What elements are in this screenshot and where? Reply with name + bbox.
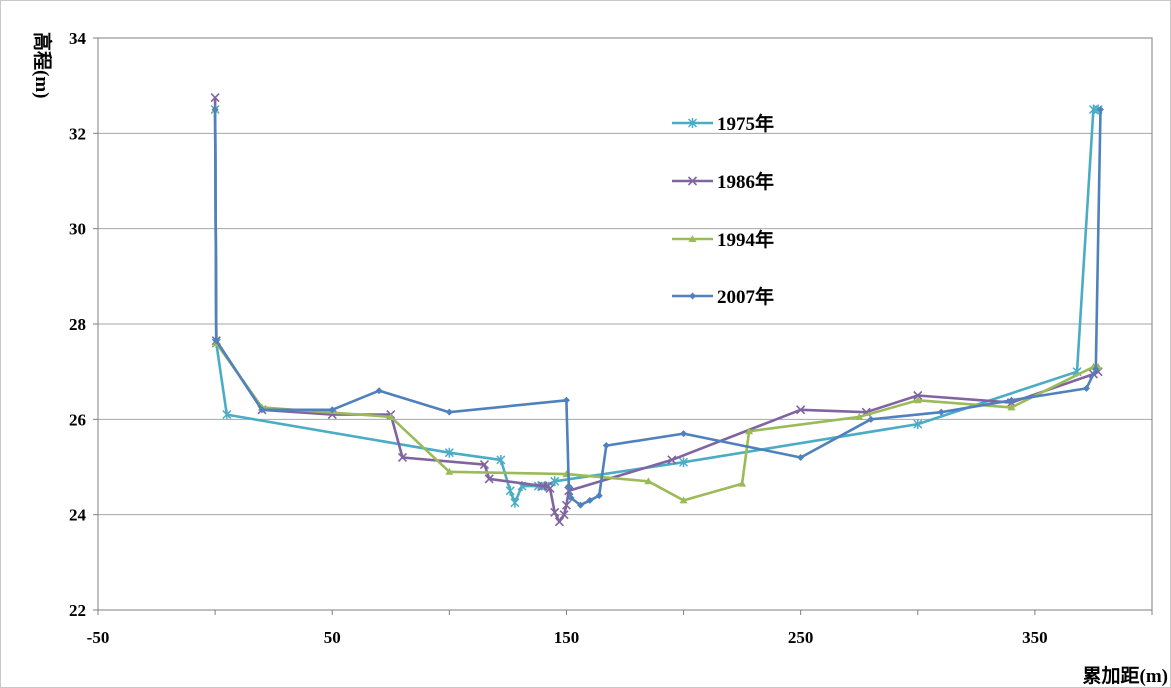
x-tick-label: 250 [788, 628, 814, 647]
data-point [212, 337, 220, 345]
data-point [565, 482, 573, 490]
data-point [680, 430, 688, 438]
data-point [562, 396, 570, 404]
data-point [545, 483, 555, 494]
y-axis-ticks: 22 24 26 28 30 32 34 [69, 29, 98, 620]
data-point [496, 454, 506, 465]
data-point [375, 387, 383, 395]
series-1994年 [211, 105, 1103, 504]
data-point [867, 415, 875, 423]
data-point [479, 460, 490, 470]
legend-item: 1994年 [672, 228, 774, 251]
x-tick-label: -50 [87, 628, 110, 647]
legend-label: 1994年 [717, 228, 774, 251]
data-point [445, 467, 454, 475]
data-point [679, 496, 688, 504]
data-point [510, 497, 520, 508]
legend: 1975年 1986年 1994年 2007年 [672, 112, 774, 308]
data-point [444, 447, 454, 458]
data-point [738, 479, 747, 487]
y-tick-label: 22 [69, 601, 86, 620]
x-tick-label: 350 [1022, 628, 1048, 647]
data-point [796, 405, 806, 415]
legend-marker [687, 118, 698, 128]
data-point [397, 452, 408, 463]
data-point [561, 500, 572, 510]
data-point [644, 477, 653, 485]
data-point [554, 517, 564, 527]
data-point [567, 494, 575, 502]
data-point [602, 442, 610, 450]
legend-item: 2007年 [672, 285, 774, 308]
y-tick-label: 32 [69, 124, 86, 143]
x-tick-label: 50 [324, 628, 341, 647]
data-point [445, 408, 453, 416]
data-point [855, 412, 864, 420]
grid-lines [98, 37, 1152, 611]
y-tick-label: 28 [69, 315, 86, 334]
x-axis-ticks: -50 50 150 250 350 [87, 610, 1153, 647]
data-point [937, 408, 945, 416]
series-line [213, 97, 1099, 524]
y-tick-label: 24 [69, 506, 87, 525]
legend-label: 1986年 [717, 170, 774, 193]
x-tick-label: 150 [554, 628, 580, 647]
legend-marker [688, 235, 697, 242]
data-point [1096, 106, 1104, 113]
series-2007年 [211, 106, 1104, 509]
data-point [328, 406, 336, 414]
data-point [913, 419, 923, 430]
data-point [797, 453, 805, 461]
data-point [211, 106, 219, 113]
data-point [1082, 384, 1090, 392]
legend-marker [687, 176, 698, 186]
data-point [667, 455, 677, 465]
series-1975年 [210, 104, 1103, 508]
legend-label: 2007年 [717, 285, 774, 308]
y-tick-label: 34 [69, 29, 87, 48]
data-point [1007, 396, 1015, 404]
legend-item: 1986年 [672, 170, 774, 193]
series-line [213, 109, 1099, 502]
data-point [505, 485, 515, 496]
series-line [213, 109, 1102, 507]
data-point [586, 496, 594, 504]
data-point [1007, 403, 1016, 411]
x-axis-title: 累加距(m) [1083, 665, 1168, 687]
data-point [913, 396, 922, 404]
y-tick-label: 26 [69, 410, 86, 429]
data-point [550, 507, 560, 517]
y-axis-label: 高程(m) [31, 32, 54, 98]
data-point [1092, 365, 1100, 373]
data-point [559, 510, 569, 520]
data-point [595, 492, 603, 500]
data-point [386, 412, 395, 420]
data-point [745, 427, 754, 435]
data-point [550, 476, 560, 487]
series-line [213, 108, 1099, 505]
data-point [258, 406, 266, 414]
legend-label: 1975年 [717, 112, 774, 135]
data-point [210, 93, 220, 103]
data-point [576, 501, 584, 509]
y-tick-label: 30 [69, 220, 86, 239]
series-group [210, 93, 1104, 527]
legend-item: 1975年 [672, 112, 774, 135]
data-point [913, 390, 923, 401]
legend-marker [689, 292, 696, 300]
data-point [679, 457, 689, 468]
data-point [222, 409, 232, 420]
y-axis-title: 高程(m) [31, 32, 54, 98]
data-point [484, 474, 494, 484]
series-1986年 [210, 93, 1103, 527]
